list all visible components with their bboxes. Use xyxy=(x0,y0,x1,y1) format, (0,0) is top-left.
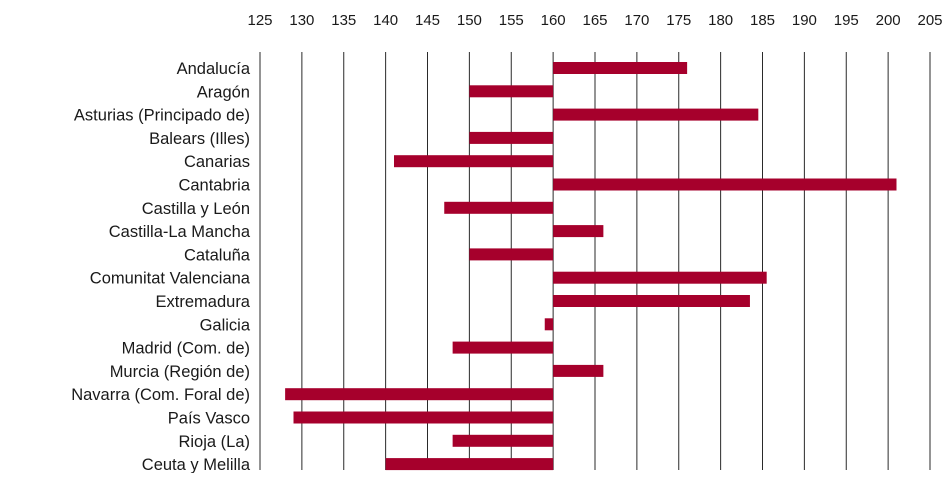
x-tick-label: 150 xyxy=(457,12,482,29)
x-tick-label: 185 xyxy=(750,12,775,29)
bar xyxy=(553,295,750,307)
category-label: Comunitat Valenciana xyxy=(90,270,251,288)
category-label: Rioja (La) xyxy=(178,433,250,451)
category-label: Castilla-La Mancha xyxy=(109,223,251,241)
x-tick-label: 135 xyxy=(331,12,356,29)
x-tick-label: 195 xyxy=(834,12,859,29)
x-tick-label: 145 xyxy=(415,12,440,29)
bar xyxy=(293,411,554,424)
bar xyxy=(444,201,554,214)
x-tick-label: 170 xyxy=(624,12,649,29)
category-label: País Vasco xyxy=(168,410,250,428)
category-labels: Andalucía Aragón Asturias (Principado de) B… xyxy=(71,60,251,474)
category-label: Madrid (Com. de) xyxy=(122,340,250,358)
bar xyxy=(553,225,604,238)
x-axis-ticks: 125 130 135 140 145 150 155 160 165 170 175 180 185 1… xyxy=(247,12,942,29)
bar xyxy=(394,155,554,168)
x-tick-label: 200 xyxy=(876,12,901,29)
category-label: Murcia (Región de) xyxy=(110,363,250,381)
bar xyxy=(469,248,554,261)
bar xyxy=(452,434,554,447)
x-tick-label: 165 xyxy=(582,12,607,29)
bar xyxy=(553,271,767,284)
category-label: Galicia xyxy=(200,316,251,334)
bar xyxy=(553,62,688,74)
bars xyxy=(285,62,897,471)
x-tick-label: 175 xyxy=(666,12,691,29)
bar xyxy=(452,341,554,354)
category-label: Canarias xyxy=(184,153,250,171)
bar xyxy=(553,108,759,121)
category-label: Cantabria xyxy=(178,177,250,195)
x-tick-label: 125 xyxy=(247,12,272,29)
category-label: Castilla y León xyxy=(142,200,250,218)
bar xyxy=(469,85,554,98)
x-tick-label: 180 xyxy=(708,12,733,29)
category-label: Asturias (Principado de) xyxy=(74,107,250,125)
x-tick-label: 155 xyxy=(499,12,524,29)
x-tick-label: 205 xyxy=(917,12,942,29)
category-label: Extremadura xyxy=(156,293,251,311)
x-tick-label: 190 xyxy=(792,12,817,29)
category-label: Ceuta y Melilla xyxy=(142,456,251,473)
category-label: Cataluña xyxy=(184,246,251,264)
bar xyxy=(285,388,554,401)
category-label: Aragón xyxy=(197,83,250,101)
bar xyxy=(553,364,604,377)
bar xyxy=(544,318,554,331)
bar xyxy=(553,178,897,191)
bar xyxy=(469,131,554,144)
category-label: Andalucía xyxy=(177,60,251,78)
category-label: Balears (Illes) xyxy=(149,130,250,148)
category-label: Navarra (Com. Foral de) xyxy=(71,386,250,404)
x-tick-label: 140 xyxy=(373,12,398,29)
x-tick-label: 160 xyxy=(541,12,566,29)
gridlines xyxy=(259,52,931,470)
bar xyxy=(385,458,554,471)
x-tick-label: 130 xyxy=(289,12,314,29)
